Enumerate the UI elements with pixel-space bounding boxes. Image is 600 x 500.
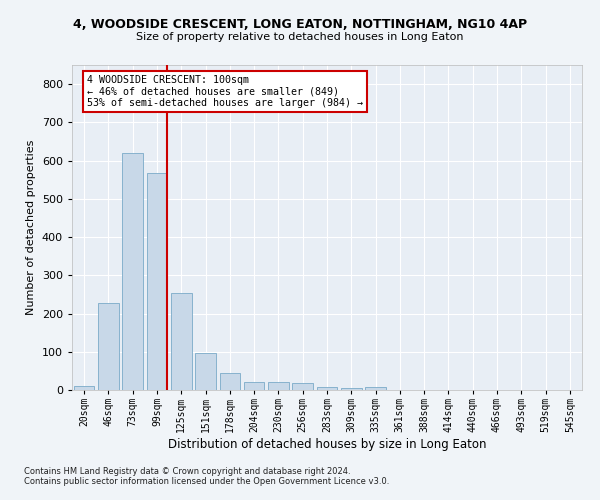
Text: 4, WOODSIDE CRESCENT, LONG EATON, NOTTINGHAM, NG10 4AP: 4, WOODSIDE CRESCENT, LONG EATON, NOTTIN… <box>73 18 527 30</box>
Bar <box>365 386 386 390</box>
Bar <box>341 388 362 390</box>
Bar <box>122 153 143 390</box>
Bar <box>292 383 313 390</box>
Text: Contains HM Land Registry data © Crown copyright and database right 2024.: Contains HM Land Registry data © Crown c… <box>24 468 350 476</box>
Text: 4 WOODSIDE CRESCENT: 100sqm
← 46% of detached houses are smaller (849)
53% of se: 4 WOODSIDE CRESCENT: 100sqm ← 46% of det… <box>88 74 364 108</box>
Y-axis label: Number of detached properties: Number of detached properties <box>26 140 36 315</box>
Bar <box>220 373 240 390</box>
Bar <box>244 382 265 390</box>
Text: Size of property relative to detached houses in Long Eaton: Size of property relative to detached ho… <box>136 32 464 42</box>
Bar <box>317 386 337 390</box>
Bar <box>74 386 94 390</box>
Bar <box>268 382 289 390</box>
Bar <box>171 293 191 390</box>
Bar <box>98 303 119 390</box>
X-axis label: Distribution of detached houses by size in Long Eaton: Distribution of detached houses by size … <box>168 438 486 451</box>
Bar <box>195 354 216 390</box>
Text: Contains public sector information licensed under the Open Government Licence v3: Contains public sector information licen… <box>24 478 389 486</box>
Bar <box>146 173 167 390</box>
